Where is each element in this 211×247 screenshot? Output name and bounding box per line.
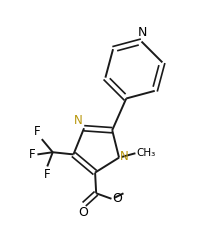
Text: F: F — [34, 125, 41, 138]
Text: F: F — [29, 148, 36, 161]
Text: N: N — [138, 26, 147, 39]
Text: CH₃: CH₃ — [136, 148, 155, 158]
Text: N: N — [120, 150, 129, 163]
Text: N: N — [74, 114, 82, 127]
Text: O: O — [112, 192, 122, 205]
Text: O: O — [78, 206, 88, 219]
Text: F: F — [44, 168, 51, 181]
